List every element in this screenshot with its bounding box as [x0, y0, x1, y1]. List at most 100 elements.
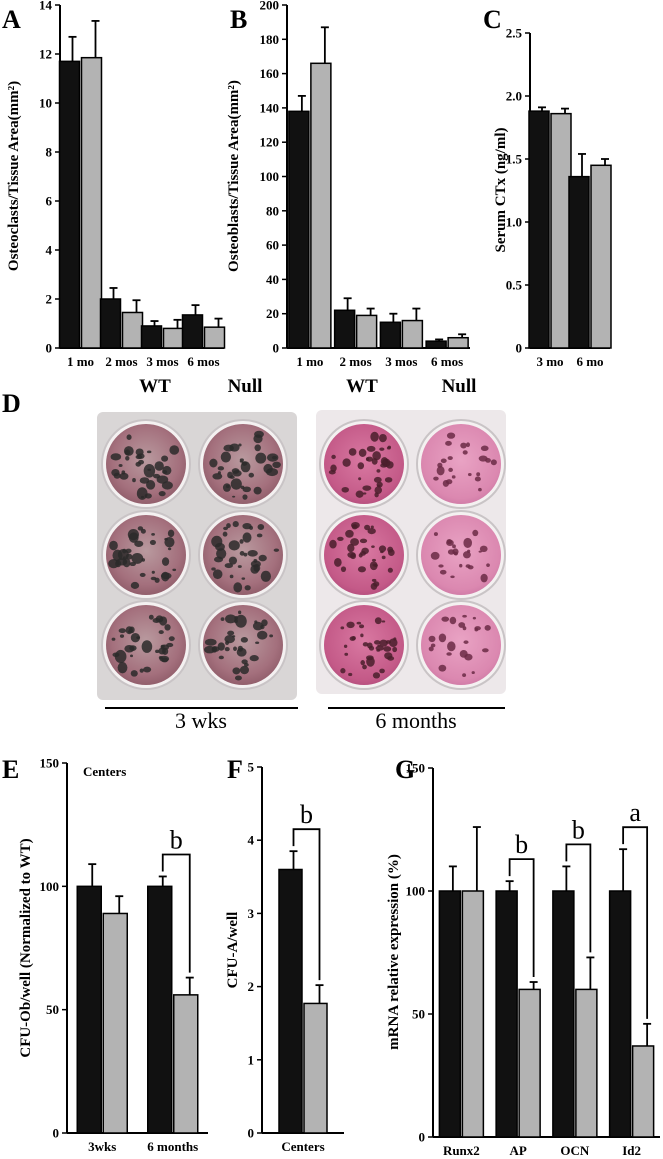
bar-c-null: [590, 164, 612, 349]
colony-spot: [480, 573, 488, 583]
y-axis-label-c: Serum CTx (ng/ml): [493, 128, 509, 253]
colony-spot: [146, 480, 156, 490]
y-tick-label-a: 14: [39, 0, 53, 13]
colony-spot: [467, 565, 474, 570]
colony-spot: [366, 655, 374, 661]
colony-spot: [376, 484, 381, 487]
colony-spot: [476, 472, 481, 477]
bar-a-wt: [99, 298, 122, 349]
colony-spot: [438, 564, 444, 568]
x-tick-label-a: 2 mos: [105, 354, 137, 369]
bar-b-null: [355, 314, 378, 349]
colony-spot: [256, 533, 263, 538]
colony-spot: [387, 567, 393, 573]
colony-spot: [240, 637, 248, 643]
panel-letter-g: G: [395, 755, 415, 784]
colony-spot: [446, 432, 456, 439]
bar-e-null: [102, 912, 128, 1134]
bar-b-null: [401, 319, 424, 349]
bar-g-null: [631, 1045, 655, 1138]
colony-spot: [116, 558, 128, 566]
caption-3wks: 3 wks: [175, 708, 227, 733]
colony-spot: [389, 638, 398, 648]
bar-a-null: [162, 327, 185, 349]
x-tick-label-b: 6 mos: [431, 354, 463, 369]
colony-spot: [458, 622, 466, 628]
bar-b-wt: [425, 340, 447, 349]
bar-g-null: [518, 988, 541, 1138]
colony-spot: [446, 652, 452, 656]
colony-spot: [248, 472, 255, 478]
colony-spot: [238, 443, 242, 447]
colony-spot: [462, 450, 468, 455]
colony-spot: [347, 543, 355, 553]
colony-spot: [452, 548, 459, 556]
colony-spot: [428, 635, 436, 643]
colony-spot: [340, 566, 347, 573]
colony-spot: [129, 562, 136, 567]
colony-spot: [220, 451, 232, 463]
colony-spot: [224, 563, 233, 569]
colony-spot: [369, 561, 378, 571]
y-tick-label-f: 0: [248, 1126, 255, 1141]
colony-spot: [385, 459, 389, 463]
significance-bracket-f: [292, 828, 321, 981]
colony-spot: [366, 445, 376, 452]
colony-spot: [130, 581, 140, 589]
colony-spot: [360, 633, 364, 638]
colony-spot: [359, 624, 365, 629]
colony-spot: [372, 672, 381, 679]
colony-spot: [239, 458, 244, 462]
colony-spot: [119, 634, 125, 638]
colony-spot: [109, 540, 118, 551]
colony-spot: [216, 548, 227, 560]
colony-spot: [233, 646, 237, 652]
bar-c-wt: [568, 175, 590, 349]
y-tick-label-g: 0: [419, 1130, 426, 1145]
colony-spot: [172, 568, 177, 572]
bar-b-wt: [379, 321, 402, 349]
colony-spot: [371, 578, 377, 582]
colony-spot: [141, 640, 153, 653]
colony-spot: [362, 642, 369, 647]
colony-spot: [447, 641, 456, 652]
colony-spot: [255, 452, 267, 464]
colony-spot: [438, 664, 447, 672]
colony-spot: [439, 569, 447, 575]
chart-mrna-expression: 0 50 100 150 mRNA relative expression (%) Run…: [386, 761, 660, 1158]
colony-spot: [340, 626, 345, 630]
colony-spot: [368, 645, 375, 651]
colony-spot: [243, 662, 249, 667]
colony-spot: [376, 469, 381, 473]
colony-spot: [252, 621, 264, 631]
x-tick-label-b: 2 mos: [340, 354, 372, 369]
colony-spot: [392, 646, 398, 653]
y-tick-label-b: 180: [260, 32, 280, 47]
colony-spot: [229, 443, 240, 452]
colony-spot: [260, 624, 265, 630]
plate-group-label-wt-6months: WT: [346, 376, 378, 397]
colony-spot: [141, 558, 146, 562]
chart-osteoblasts: 0 20 40 60 80 100 120 140 160 180 200 Osteoblasts/T…: [226, 0, 470, 369]
y-axis-label-a: Osteoclasts/Tissue Area(mm²): [6, 81, 22, 271]
colony-spot: [387, 656, 395, 661]
culture-well: [421, 515, 501, 595]
colony-spot: [231, 635, 236, 638]
panel-letter-a: A: [2, 5, 21, 34]
y-tick-label-g: 50: [412, 1007, 425, 1022]
y-axis-label-e: CFU-Ob/well (Normalized to WT): [18, 838, 34, 1057]
colony-spot: [373, 640, 381, 645]
colony-spot: [266, 468, 279, 477]
colony-spot: [131, 552, 144, 564]
colony-spot: [370, 431, 379, 442]
colony-spot: [239, 665, 250, 675]
colony-spot: [478, 487, 482, 492]
culture-well: [421, 424, 501, 504]
colony-spot: [257, 524, 265, 530]
colony-spot: [331, 454, 336, 460]
colony-spot: [448, 467, 453, 473]
x-tick-label-g: Id2: [622, 1143, 641, 1158]
colony-spot: [364, 524, 371, 531]
colony-spot: [445, 479, 453, 485]
colony-spot: [438, 633, 447, 643]
